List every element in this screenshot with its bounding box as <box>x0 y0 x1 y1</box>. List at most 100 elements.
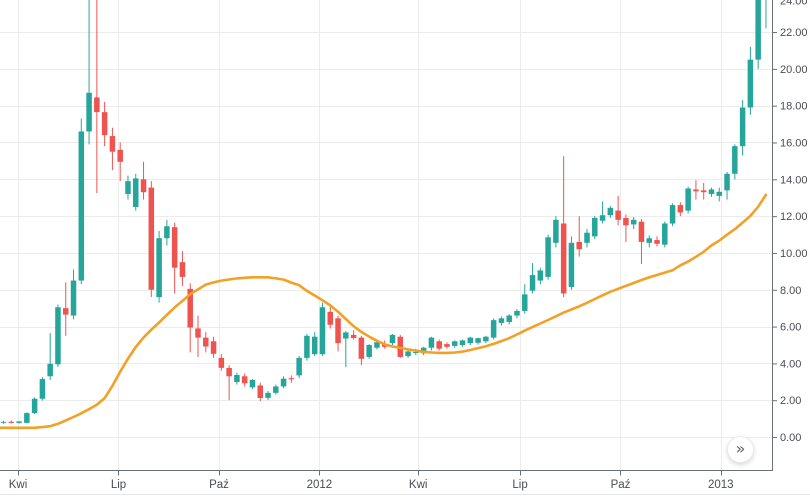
candle-body <box>545 237 551 277</box>
price-axis-label[interactable]: 14.00 <box>780 174 808 186</box>
price-axis-label[interactable]: 16.00 <box>780 138 808 150</box>
candle-body <box>747 59 754 108</box>
candle-body <box>101 112 108 136</box>
candle-up <box>78 118 85 285</box>
candle-up <box>669 203 676 227</box>
candle-body <box>311 336 318 355</box>
go-to-realtime-button[interactable]: » <box>727 436 754 463</box>
candle-body <box>288 378 295 380</box>
candle-up <box>86 0 92 145</box>
candle-body <box>358 337 365 359</box>
double-chevron-right-icon: » <box>735 438 746 458</box>
candle-body <box>39 379 46 399</box>
candle-up <box>514 309 520 319</box>
candle-up <box>428 336 435 351</box>
price-axis-label[interactable]: 20.00 <box>780 64 808 76</box>
candle-up <box>280 376 287 389</box>
candle-body <box>623 217 629 226</box>
candle-up <box>343 331 349 368</box>
candle-up <box>522 284 528 314</box>
candle-body <box>592 217 598 237</box>
candle-body <box>280 378 287 387</box>
candle-body <box>374 342 380 348</box>
candle-down <box>109 127 116 171</box>
candle-down <box>148 181 155 298</box>
candle-body <box>31 398 38 414</box>
price-axis-label[interactable]: 6.00 <box>780 322 801 334</box>
time-axis-label[interactable]: Kwi <box>409 479 428 491</box>
candle-up <box>164 219 170 246</box>
candle-up <box>529 263 536 294</box>
candle-body <box>24 413 30 423</box>
candle-body <box>522 294 528 311</box>
candle-body <box>327 311 334 325</box>
candle-up <box>498 316 505 326</box>
price-axis-label[interactable]: 10.00 <box>780 248 808 260</box>
candle-body <box>296 357 302 376</box>
price-axis-label[interactable]: 8.00 <box>780 285 801 297</box>
candle-up <box>296 356 302 379</box>
candle-down <box>335 315 341 352</box>
candle-down <box>179 251 186 287</box>
time-axis-label[interactable]: Lip <box>111 479 126 491</box>
candle-down <box>241 373 248 387</box>
candle-up <box>0 420 7 424</box>
time-axis-label[interactable]: Lip <box>512 479 527 491</box>
candle-up <box>545 234 551 280</box>
candle-body <box>451 341 458 346</box>
candle-body <box>662 223 668 245</box>
price-axis-label[interactable]: 2.00 <box>780 395 801 407</box>
candle-body <box>654 240 660 244</box>
candle-up <box>31 397 38 415</box>
candle-body <box>685 188 691 211</box>
candle-up <box>646 235 652 248</box>
candle-body <box>405 351 411 357</box>
candle-down <box>171 222 178 294</box>
candle-up <box>304 333 310 361</box>
price-axis-label[interactable]: 18.00 <box>780 101 808 113</box>
candle-up <box>389 333 396 345</box>
candle-body <box>195 328 201 338</box>
candle-body <box>94 97 100 113</box>
candle-up <box>475 337 481 345</box>
candle-up <box>374 341 380 350</box>
time-axis-label[interactable]: Kwi <box>9 479 28 491</box>
candle-up <box>592 216 598 240</box>
price-axis-label[interactable]: 12.00 <box>780 211 808 223</box>
price-axis-label[interactable]: 22.00 <box>780 27 808 39</box>
candle-body <box>218 357 225 368</box>
candle-body <box>78 131 85 281</box>
price-axis-label[interactable]: 4.00 <box>780 358 801 370</box>
candle-body <box>724 173 730 191</box>
candle-body <box>210 341 217 354</box>
candle-up <box>70 269 77 320</box>
time-axis-label[interactable]: Paź <box>611 479 631 491</box>
price-axis-label[interactable]: 0.00 <box>780 432 801 444</box>
candle-body <box>156 238 162 298</box>
candle-down <box>140 161 147 200</box>
candle-down <box>560 156 567 298</box>
candle-body <box>109 136 116 152</box>
time-axis-label[interactable]: 2012 <box>307 479 333 491</box>
candle-body <box>467 337 474 344</box>
candle-up <box>47 333 53 380</box>
candle-up <box>451 340 458 348</box>
candle-up <box>755 0 761 69</box>
candle-body <box>428 337 435 348</box>
candle-up <box>483 335 489 344</box>
plot-area[interactable] <box>0 0 769 430</box>
time-axis-label[interactable]: 2013 <box>708 479 734 491</box>
candle-body <box>249 379 256 388</box>
price-axis-label[interactable]: 24.00 <box>780 0 808 8</box>
time-axis-label[interactable]: Paź <box>209 479 229 491</box>
candle-down <box>62 282 69 336</box>
candle-down <box>226 365 232 401</box>
candle-body <box>475 338 481 343</box>
candle-down <box>327 305 334 329</box>
candle-body <box>226 368 232 377</box>
candle-body <box>241 376 248 384</box>
candle-body <box>490 320 497 338</box>
candle-down <box>8 420 15 424</box>
candle-down <box>288 375 295 383</box>
